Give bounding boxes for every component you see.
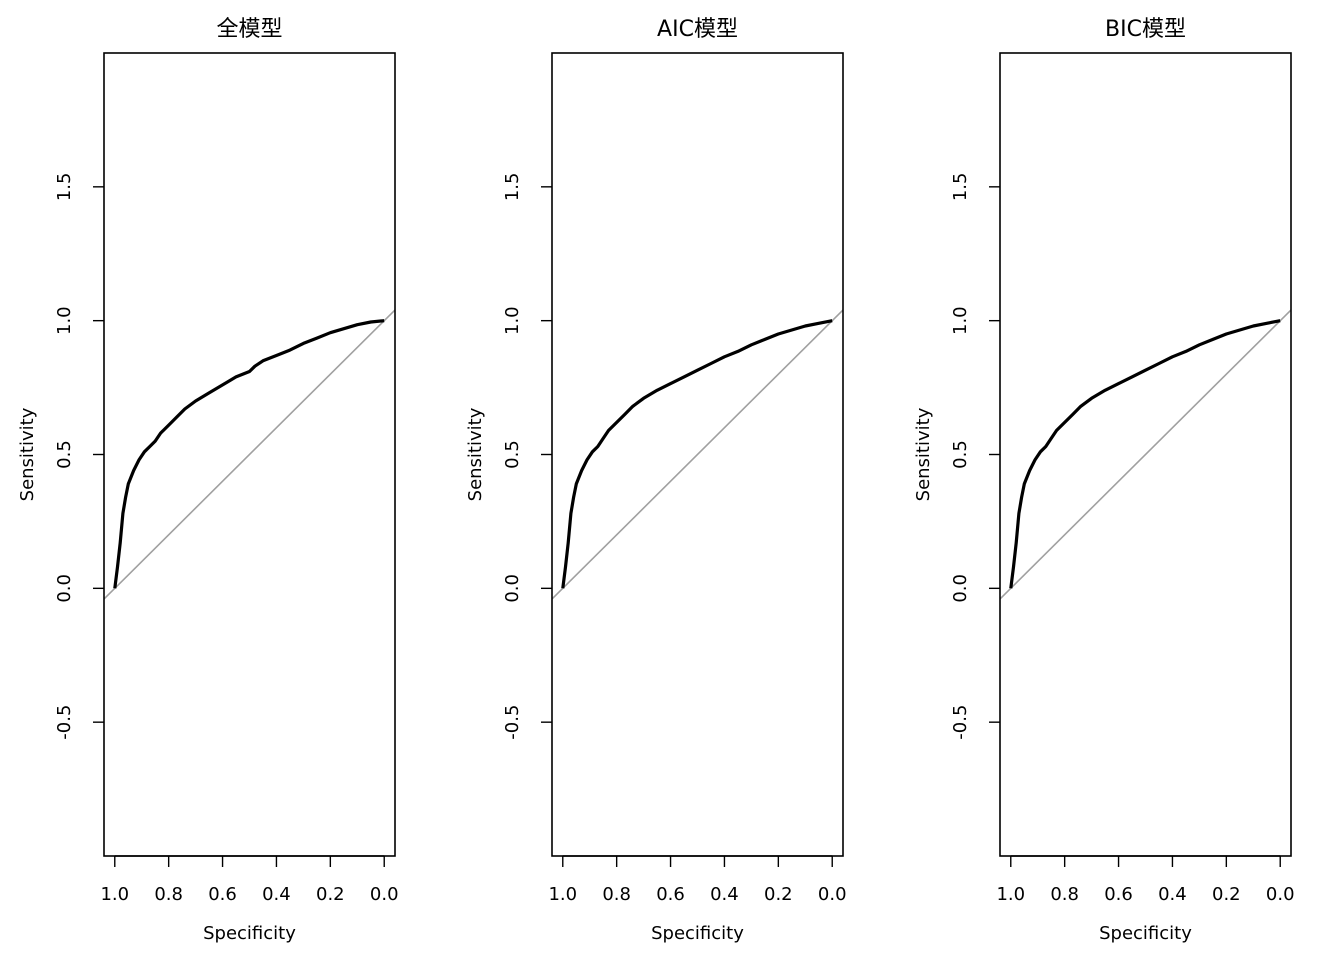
x-tick-label: 0.0 bbox=[818, 884, 847, 905]
panel-title: BIC模型 bbox=[1105, 17, 1186, 42]
y-tick-label: 1.0 bbox=[54, 306, 75, 335]
y-tick-label: 0.0 bbox=[950, 574, 971, 603]
panel-title: 全模型 bbox=[216, 17, 282, 42]
y-tick-label: 0.5 bbox=[54, 440, 75, 469]
y-tick-label: 0.5 bbox=[502, 440, 523, 469]
y-tick-label: -0.5 bbox=[502, 705, 523, 740]
roc-panel-2: AIC模型 1.0 0.8 0.6 0.4 0.2 0.0 -0.5 0.0 0.5 1.0 1.5 S… bbox=[465, 17, 847, 944]
x-tick-label: 0.6 bbox=[656, 884, 685, 905]
x-tick-label: 0.2 bbox=[764, 884, 793, 905]
y-axis-label: Sensitivity bbox=[913, 407, 934, 501]
x-tick-label: 0.2 bbox=[1212, 884, 1241, 905]
reference-diagonal bbox=[104, 308, 395, 601]
y-tick-label: 0.0 bbox=[54, 574, 75, 603]
reference-diagonal bbox=[1000, 308, 1291, 601]
x-tick-label: 0.0 bbox=[370, 884, 399, 905]
roc-panel-1: 全模型 1.0 0.8 0.6 0.4 0.2 0.0 -0.5 0.0 0.5 1.0 1.5 Spe… bbox=[17, 17, 399, 944]
x-tick-label: 0.8 bbox=[602, 884, 631, 905]
x-tick-label: 0.8 bbox=[1050, 884, 1079, 905]
y-axis-label: Sensitivity bbox=[17, 407, 38, 501]
y-tick-label: -0.5 bbox=[54, 705, 75, 740]
x-tick-label: 0.4 bbox=[262, 884, 291, 905]
x-tick-label: 1.0 bbox=[996, 884, 1025, 905]
roc-panel-3: BIC模型 1.0 0.8 0.6 0.4 0.2 0.0 -0.5 0.0 0.5 1.0 1.5 S… bbox=[913, 17, 1295, 944]
x-tick-label: 0.4 bbox=[710, 884, 739, 905]
x-tick-label: 0.2 bbox=[316, 884, 345, 905]
y-tick-label: -0.5 bbox=[950, 705, 971, 740]
x-tick-label: 1.0 bbox=[548, 884, 577, 905]
y-tick-label: 0.0 bbox=[502, 574, 523, 603]
y-tick-label: 1.5 bbox=[502, 173, 523, 202]
y-tick-label: 0.5 bbox=[950, 440, 971, 469]
y-tick-label: 1.0 bbox=[502, 306, 523, 335]
y-tick-label: 1.0 bbox=[950, 306, 971, 335]
x-tick-label: 0.6 bbox=[1104, 884, 1133, 905]
roc-curve bbox=[113, 319, 385, 589]
y-tick-label: 1.5 bbox=[950, 173, 971, 202]
reference-diagonal bbox=[552, 308, 843, 601]
x-axis-label: Specificity bbox=[203, 923, 296, 944]
x-tick-label: 1.0 bbox=[100, 884, 129, 905]
roc-curve bbox=[561, 319, 833, 589]
x-tick-label: 0.8 bbox=[154, 884, 183, 905]
panel-title: AIC模型 bbox=[657, 17, 738, 42]
x-tick-label: 0.0 bbox=[1266, 884, 1295, 905]
x-tick-label: 0.4 bbox=[1158, 884, 1187, 905]
x-axis-label: Specificity bbox=[651, 923, 744, 944]
x-axis-label: Specificity bbox=[1099, 923, 1192, 944]
roc-curve bbox=[1009, 319, 1281, 589]
x-tick-label: 0.6 bbox=[208, 884, 237, 905]
y-axis-label: Sensitivity bbox=[465, 407, 486, 501]
y-tick-label: 1.5 bbox=[54, 173, 75, 202]
